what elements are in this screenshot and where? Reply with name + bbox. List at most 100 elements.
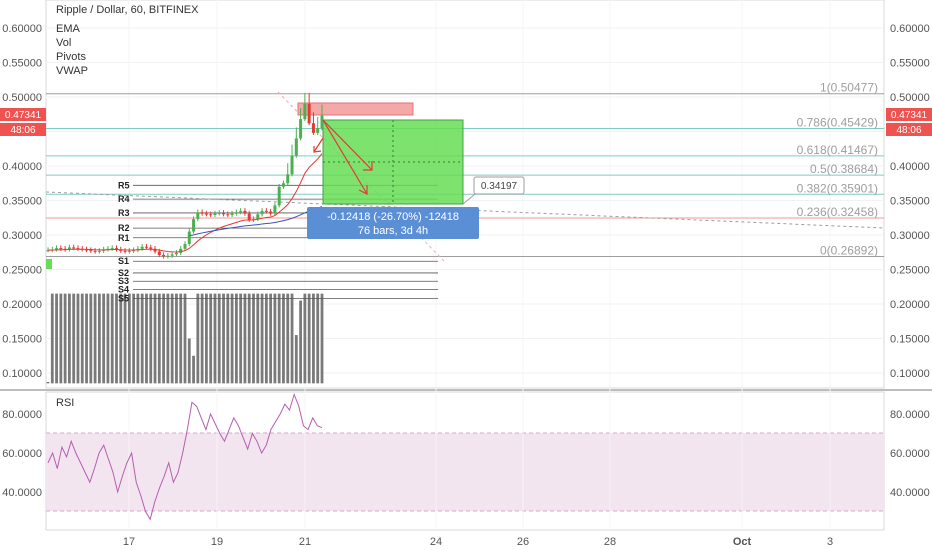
candle-body xyxy=(132,250,136,252)
candle-body xyxy=(247,213,251,220)
rsi-label: RSI xyxy=(56,397,74,409)
volume-bar xyxy=(217,293,221,384)
pivot-label: S1 xyxy=(118,256,129,266)
candle-body xyxy=(127,250,131,252)
measure-line-1: -0.12418 (-26.70%) -12418 xyxy=(327,211,459,223)
volume-bar xyxy=(68,293,71,384)
candle-body xyxy=(110,248,114,250)
candle-body xyxy=(316,128,320,133)
volume-bar xyxy=(97,293,101,384)
candle-body xyxy=(290,155,294,175)
stop-box[interactable] xyxy=(297,102,414,116)
volume-bar xyxy=(200,293,204,384)
candle-body xyxy=(192,219,196,232)
candle-body xyxy=(311,123,315,133)
volume-bar xyxy=(183,293,187,384)
rsi-band xyxy=(46,433,884,511)
candle-body xyxy=(209,214,213,216)
volume-bar xyxy=(316,293,320,384)
fibonacci-retracement[interactable]: 1(0.50477) 0.786(0.45429) 0.618(0.41467) 0.… xyxy=(46,81,884,258)
volume-bar xyxy=(205,293,208,384)
candle-body xyxy=(243,210,247,214)
time-tick: 17 xyxy=(123,536,135,548)
volume-bar xyxy=(145,293,148,384)
indicator-vol[interactable]: Vol xyxy=(56,37,71,49)
rsi-tick-left: 40.0000 xyxy=(2,487,42,499)
volume-bar xyxy=(247,293,251,384)
candle-body xyxy=(234,212,238,214)
volume-bar xyxy=(307,293,311,384)
volume-bar xyxy=(115,293,118,384)
volume-bar xyxy=(102,293,106,384)
indicator-ema[interactable]: EMA xyxy=(56,23,81,35)
volume-bar xyxy=(260,293,264,384)
candle-body xyxy=(217,212,221,214)
pivot-label: R4 xyxy=(118,194,130,204)
candle-body xyxy=(85,249,89,251)
fib-level-label: 0(0.26892) xyxy=(820,243,878,257)
price-tick-right: 0.55000 xyxy=(890,58,930,70)
candle-body xyxy=(286,174,290,184)
volume-bar xyxy=(170,293,174,384)
price-tick-left: 0.25000 xyxy=(2,265,42,277)
price-tick-right: 0.10000 xyxy=(890,368,930,380)
candle-body xyxy=(144,246,148,248)
volume-bar xyxy=(136,293,140,384)
candle-body xyxy=(256,214,260,220)
price-axis-right[interactable]: 0.600000.550000.500000.450000.400000.350… xyxy=(890,23,930,380)
callout-value: 0.34197 xyxy=(481,181,518,192)
time-tick: 24 xyxy=(430,536,442,548)
volume-bar xyxy=(273,293,277,384)
price-tick-right: 0.20000 xyxy=(890,299,930,311)
candle-body xyxy=(170,254,174,256)
candle-body xyxy=(46,250,50,252)
volume-bar xyxy=(80,293,84,384)
candle-body xyxy=(204,213,208,215)
candle-body xyxy=(59,248,63,250)
volume-bar xyxy=(46,381,50,384)
candle-body xyxy=(89,250,93,252)
candle-body xyxy=(72,247,76,249)
pivot-label: S3 xyxy=(118,276,129,286)
volume-bar xyxy=(226,293,230,384)
callout-box[interactable] xyxy=(473,176,525,195)
candle-body xyxy=(213,213,217,215)
candle-body xyxy=(123,250,127,252)
time-tick: Oct xyxy=(733,536,752,548)
svg-text:0.47341: 0.47341 xyxy=(5,110,42,121)
vwap-line xyxy=(189,206,323,237)
candle-body xyxy=(230,213,234,215)
candle-body xyxy=(179,248,183,253)
price-axis-left[interactable]: 0.600000.550000.500000.450000.400000.350… xyxy=(2,23,42,380)
svg-text:48:06: 48:06 xyxy=(896,125,921,136)
candlesticks[interactable] xyxy=(46,92,324,259)
volume-bar xyxy=(140,293,144,384)
indicator-vwap[interactable]: VWAP xyxy=(56,65,88,77)
measure-line-2: 76 bars, 3d 4h xyxy=(358,225,428,237)
fib-level-label: 0.618(0.41467) xyxy=(797,143,878,157)
fib-level-label: 0.382(0.35901) xyxy=(797,181,878,195)
volume-bar xyxy=(269,293,273,384)
fib-level-label: 0.5(0.38684) xyxy=(810,162,878,176)
candle-body xyxy=(294,138,298,156)
candle-body xyxy=(196,212,200,220)
candle-body xyxy=(299,119,303,139)
volume-bar xyxy=(119,293,123,384)
candle-body xyxy=(269,211,273,214)
chart-title: Ripple / Dollar, 60, BITFINEX xyxy=(56,4,199,16)
price-tick-left: 0.30000 xyxy=(2,230,42,242)
price-tick-left: 0.10000 xyxy=(2,368,42,380)
volume-bar xyxy=(234,293,238,384)
volume-bar xyxy=(282,293,285,384)
volume-bars xyxy=(46,293,324,384)
rsi-tick-right: 40.0000 xyxy=(890,487,930,499)
indicator-pivots[interactable]: Pivots xyxy=(56,51,86,63)
volume-bar xyxy=(243,293,247,384)
time-axis[interactable]: 17 19 21 24 26 28 Oct 3 xyxy=(123,536,833,548)
trend-line[interactable] xyxy=(45,191,885,229)
volume-bar xyxy=(76,293,80,384)
volume-bar xyxy=(290,293,294,384)
price-tick-right: 0.60000 xyxy=(890,23,930,35)
volume-bar xyxy=(157,293,161,384)
